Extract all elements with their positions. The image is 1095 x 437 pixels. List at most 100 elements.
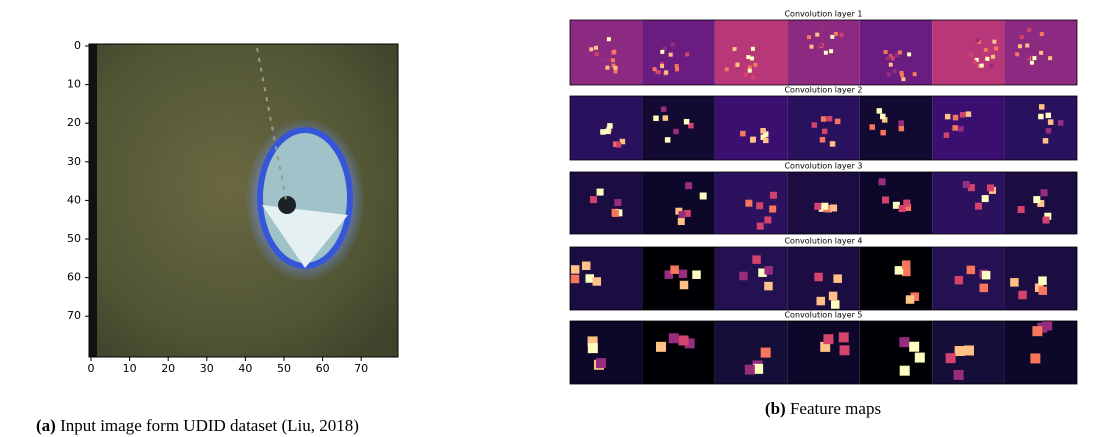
activation bbox=[899, 205, 906, 212]
x-tick-label: 30 bbox=[200, 362, 214, 375]
activation bbox=[1018, 206, 1025, 213]
y-tick-label: 50 bbox=[67, 232, 81, 245]
activation bbox=[963, 181, 970, 188]
image-edge bbox=[89, 44, 97, 357]
layer-title: Convolution layer 4 bbox=[784, 237, 862, 246]
activation bbox=[770, 192, 777, 199]
feature-tile bbox=[642, 96, 714, 160]
activation bbox=[1038, 276, 1047, 285]
activation bbox=[744, 72, 748, 76]
activation bbox=[1025, 44, 1029, 48]
activation bbox=[822, 129, 828, 135]
activation bbox=[898, 120, 904, 126]
activation bbox=[964, 345, 974, 355]
activation bbox=[830, 141, 836, 147]
activation bbox=[1026, 55, 1030, 59]
activation bbox=[679, 270, 688, 279]
activation bbox=[669, 333, 679, 343]
activation bbox=[830, 204, 837, 211]
activation bbox=[827, 116, 833, 122]
feature-tile bbox=[642, 321, 714, 384]
layer-title: Convolution layer 1 bbox=[784, 10, 862, 19]
layer-title: Convolution layer 5 bbox=[784, 311, 862, 320]
activation bbox=[1039, 286, 1048, 295]
activation bbox=[680, 281, 689, 290]
activation bbox=[582, 262, 591, 271]
activation bbox=[899, 126, 905, 132]
activation bbox=[665, 137, 671, 143]
activation bbox=[834, 32, 838, 36]
activation bbox=[653, 67, 657, 71]
activation bbox=[600, 58, 604, 62]
activation bbox=[1043, 217, 1050, 224]
activation bbox=[946, 353, 956, 363]
activation bbox=[763, 138, 769, 144]
activation bbox=[593, 277, 602, 286]
activation bbox=[611, 58, 615, 62]
activation bbox=[958, 126, 964, 131]
activation bbox=[955, 276, 964, 285]
activation bbox=[670, 265, 679, 274]
activation bbox=[879, 178, 886, 185]
activation bbox=[764, 216, 771, 223]
activation bbox=[673, 129, 679, 135]
activation bbox=[664, 70, 668, 74]
y-tick-label: 60 bbox=[67, 271, 81, 284]
activation bbox=[764, 282, 773, 291]
activation bbox=[1046, 113, 1052, 119]
activation bbox=[901, 77, 905, 81]
activation bbox=[1010, 278, 1019, 287]
x-tick-label: 10 bbox=[123, 362, 137, 375]
activation bbox=[1040, 32, 1044, 36]
activation bbox=[895, 53, 899, 57]
activation bbox=[821, 116, 827, 122]
activation bbox=[907, 52, 911, 56]
activation bbox=[663, 115, 669, 121]
activation bbox=[906, 295, 915, 304]
activation bbox=[815, 33, 819, 37]
activation bbox=[760, 128, 766, 134]
activation bbox=[661, 106, 667, 112]
activation bbox=[994, 46, 998, 50]
activation bbox=[909, 342, 919, 352]
activation bbox=[653, 116, 659, 122]
activation bbox=[1039, 51, 1043, 55]
feature-tile bbox=[932, 20, 1004, 85]
activation bbox=[764, 266, 773, 275]
activation bbox=[685, 52, 689, 56]
activation bbox=[952, 125, 958, 131]
activation bbox=[953, 115, 959, 121]
activation bbox=[605, 129, 611, 135]
caption-label: (b) bbox=[765, 399, 786, 418]
activation bbox=[900, 73, 904, 77]
activation bbox=[678, 211, 685, 218]
activation bbox=[750, 56, 754, 60]
x-tick-label: 0 bbox=[88, 362, 95, 375]
activation bbox=[613, 69, 617, 73]
activation bbox=[571, 275, 580, 284]
caption-text: Input image form UDID dataset (Liu, 2018… bbox=[60, 416, 359, 435]
activation bbox=[1018, 44, 1022, 48]
activation bbox=[967, 266, 976, 275]
activation bbox=[745, 365, 755, 375]
activation bbox=[893, 69, 897, 73]
activation bbox=[982, 271, 991, 280]
activation bbox=[835, 119, 841, 125]
activation bbox=[820, 137, 826, 143]
activation bbox=[1015, 52, 1019, 56]
activation bbox=[692, 270, 701, 279]
activation bbox=[820, 29, 824, 33]
input-image bbox=[89, 44, 398, 357]
y-tick-label: 10 bbox=[67, 78, 81, 91]
activation bbox=[829, 49, 833, 53]
activation bbox=[945, 114, 951, 120]
activation bbox=[746, 55, 750, 59]
caption-label: (a) bbox=[36, 416, 56, 435]
activation bbox=[660, 50, 664, 54]
activation bbox=[1033, 196, 1040, 203]
activation bbox=[612, 50, 616, 54]
activation bbox=[761, 348, 771, 358]
y-tick-label: 30 bbox=[67, 155, 81, 168]
y-tick-label: 70 bbox=[67, 309, 81, 322]
activation bbox=[700, 192, 707, 199]
